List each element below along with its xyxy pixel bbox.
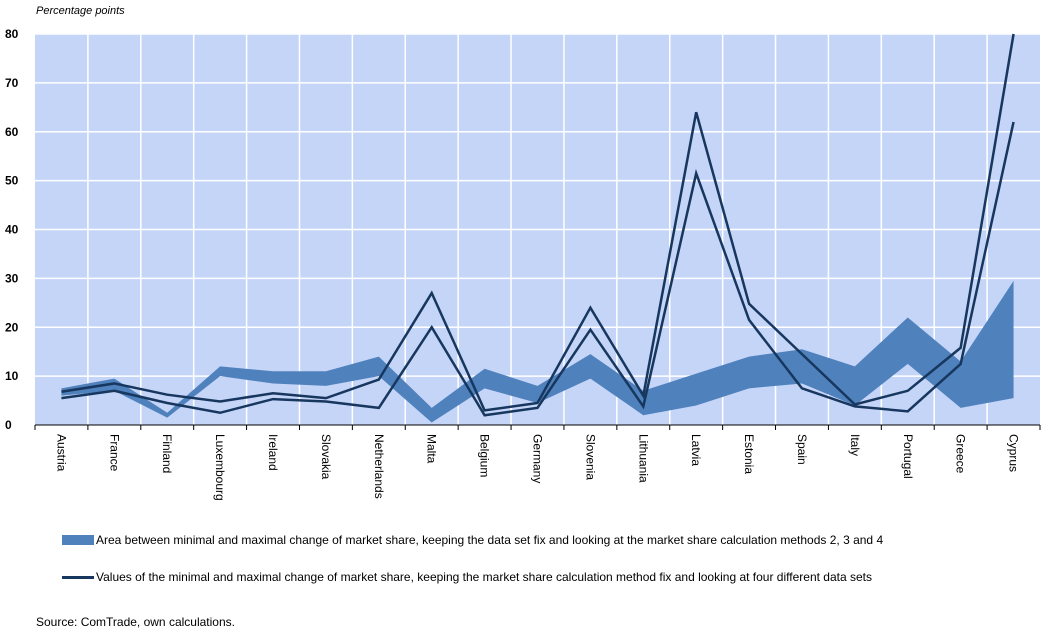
legend-item-lines: Values of the minimal and maximal change… bbox=[62, 570, 872, 584]
x-tick-label: Estonia bbox=[742, 434, 756, 474]
x-tick-label: Slovenia bbox=[583, 434, 597, 480]
x-tick-label: Austria bbox=[54, 434, 68, 472]
y-tick-label: 50 bbox=[5, 174, 19, 188]
x-tick-label: Spain bbox=[795, 434, 809, 465]
source-note: Source: ComTrade, own calculations. bbox=[36, 615, 235, 629]
x-tick-label: Portugal bbox=[901, 434, 915, 479]
y-tick-label: 70 bbox=[5, 76, 19, 90]
legend-item-area: Area between minimal and maximal change … bbox=[62, 533, 883, 547]
x-tick-label: Slovakia bbox=[319, 434, 333, 480]
x-tick-label: Ireland bbox=[266, 434, 280, 471]
legend-swatch-lines bbox=[62, 575, 94, 579]
x-tick-label: Italy bbox=[848, 434, 862, 456]
x-tick-label: Netherlands bbox=[372, 434, 386, 499]
y-tick-label: 60 bbox=[5, 125, 19, 139]
series-line-min bbox=[61, 121, 1015, 417]
y-tick-label: 0 bbox=[5, 418, 12, 432]
legend-label-lines: Values of the minimal and maximal change… bbox=[96, 570, 872, 584]
y-tick-label: 30 bbox=[5, 271, 19, 285]
legend-label-area: Area between minimal and maximal change … bbox=[96, 533, 884, 547]
x-tick-label: Lithuania bbox=[636, 434, 650, 483]
y-tick-label: 40 bbox=[5, 223, 19, 237]
y-axis-label: Percentage points bbox=[36, 5, 125, 17]
x-tick-label: France bbox=[107, 434, 121, 472]
legend-swatch-area bbox=[62, 535, 94, 545]
series-band-area bbox=[61, 280, 1014, 423]
x-tick-label: Malta bbox=[425, 434, 439, 464]
x-tick-label: Greece bbox=[954, 434, 968, 474]
series-line-max bbox=[61, 33, 1015, 412]
y-tick-label: 20 bbox=[5, 320, 19, 334]
x-tick-label: Cyprus bbox=[1007, 434, 1021, 472]
x-tick-label: Germany bbox=[531, 434, 545, 483]
x-tick-label: Luxembourg bbox=[213, 434, 227, 501]
y-tick-label: 80 bbox=[5, 27, 19, 41]
x-tick-label: Finland bbox=[160, 434, 174, 473]
x-tick-label: Latvia bbox=[689, 434, 703, 466]
y-tick-label: 10 bbox=[5, 369, 19, 383]
x-tick-label: Belgium bbox=[478, 434, 492, 477]
